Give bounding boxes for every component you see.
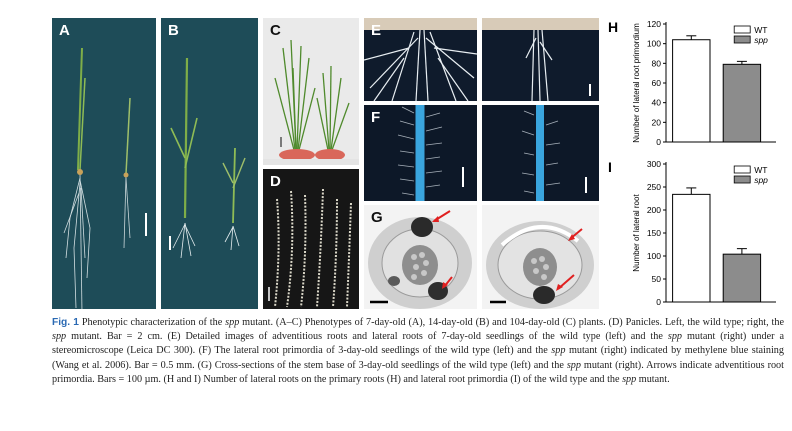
panel-label-c: C xyxy=(270,22,281,39)
figure-label: Fig. 1 xyxy=(52,317,79,328)
caption-body: Phenotypic characterization of the spp m… xyxy=(52,317,784,385)
y-tick-label: 80 xyxy=(652,58,662,68)
panel-label-b: B xyxy=(168,22,179,39)
y-tick-label: 60 xyxy=(652,78,662,88)
caption-segment: mutant (right). Arrows indicate adventit… xyxy=(52,359,784,385)
root-image-e-wt xyxy=(364,18,477,101)
caption-segment: mutant (right) indicated by methylene bl… xyxy=(52,345,784,371)
bar-spp xyxy=(722,253,762,303)
legend-swatch-spp xyxy=(733,35,751,44)
panel-label-a: A xyxy=(59,22,70,39)
y-tick-label: 200 xyxy=(647,205,661,215)
caption-segment: spp xyxy=(622,373,637,385)
caption-segment: mutant. (A–C) Phenotypes of 7-day-old (A… xyxy=(239,317,785,328)
y-tick-label: 50 xyxy=(652,274,662,284)
panel-label-i: I xyxy=(608,159,612,175)
legend-swatch-spp xyxy=(733,175,751,184)
panel-g-right xyxy=(482,205,599,309)
caption-segment: spp xyxy=(52,331,67,343)
panel-label-e: E xyxy=(371,22,382,39)
panel-c: C xyxy=(263,18,359,165)
panicle-image-d xyxy=(263,169,359,309)
caption-segment: mutant. Bar = 2 cm. (E) Detailed images … xyxy=(66,331,668,343)
legend-label-wt: WT xyxy=(754,165,767,175)
panel-f-left: F xyxy=(364,105,477,201)
y-tick-label: 250 xyxy=(647,182,661,192)
caption-segment: spp xyxy=(551,345,566,357)
y-tick-label: 40 xyxy=(652,98,662,108)
y-tick-label: 0 xyxy=(656,297,661,307)
figure-caption: Fig. 1 Phenotypic characterization of th… xyxy=(52,316,784,387)
y-tick-label: 300 xyxy=(647,159,661,169)
y-tick-label: 100 xyxy=(647,39,661,49)
seedling-image-b xyxy=(161,18,258,309)
panel-label-f: F xyxy=(371,109,381,126)
root-primordia-image-f-spp xyxy=(482,105,599,201)
chart-h-svg: H 0 20 40 60 80 100 120 Number of lateral root p… xyxy=(608,19,776,147)
panel-label-g: G xyxy=(371,209,383,226)
seedling-image-a xyxy=(52,18,156,309)
panel-a: A xyxy=(52,18,156,309)
legend-label-wt: WT xyxy=(754,25,767,35)
root-primordia-image-f-wt xyxy=(364,105,477,201)
y-tick-label: 120 xyxy=(647,19,661,29)
y-axis-label: Number of lateral root primordium xyxy=(632,23,641,143)
bar-spp xyxy=(722,63,762,143)
panel-f-right xyxy=(482,105,599,201)
y-tick-label: 20 xyxy=(652,117,662,127)
panel-b: B xyxy=(161,18,258,309)
caption-segment: mutant (right) under a stereomicroscope … xyxy=(52,331,784,357)
legend-swatch-wt xyxy=(733,165,751,174)
panel-d: D xyxy=(263,169,359,309)
panel-e-right xyxy=(482,18,599,101)
bar-wt xyxy=(672,39,711,143)
chart-i: I 0 50 100 150 200 250 300 Number of lateral roo… xyxy=(604,156,788,309)
panel-e-left: E xyxy=(364,18,477,101)
caption-segment: spp xyxy=(667,331,683,343)
chart-h: H 0 20 40 60 80 100 120 Number of lateral root p… xyxy=(604,14,788,151)
y-tick-label: 100 xyxy=(647,251,661,261)
chart-i-svg: I 0 50 100 150 200 250 300 Number of lateral roo… xyxy=(608,159,776,307)
plant-image-c xyxy=(263,18,359,165)
caption-segment: Phenotypic characterization of the xyxy=(78,317,226,328)
legend-swatch-wt xyxy=(733,25,751,34)
panel-f-left-scale xyxy=(461,167,465,187)
cross-section-image-g-wt xyxy=(364,205,477,309)
caption-segment: spp xyxy=(225,317,240,328)
panel-label-d: D xyxy=(270,173,281,190)
caption-segment: spp xyxy=(566,359,581,371)
y-tick-label: 0 xyxy=(656,137,661,147)
y-axis-label: Number of lateral root xyxy=(632,194,641,272)
legend-label-spp: spp xyxy=(754,35,768,45)
caption-segment: mutant. xyxy=(636,373,670,385)
legend-label-spp: spp xyxy=(754,175,768,185)
root-image-e-spp xyxy=(482,18,599,101)
bar-wt xyxy=(672,193,711,303)
panel-label-h: H xyxy=(608,19,618,35)
panel-g-left: G xyxy=(364,205,477,309)
y-tick-label: 150 xyxy=(647,228,661,238)
cross-section-image-g-spp xyxy=(482,205,599,309)
